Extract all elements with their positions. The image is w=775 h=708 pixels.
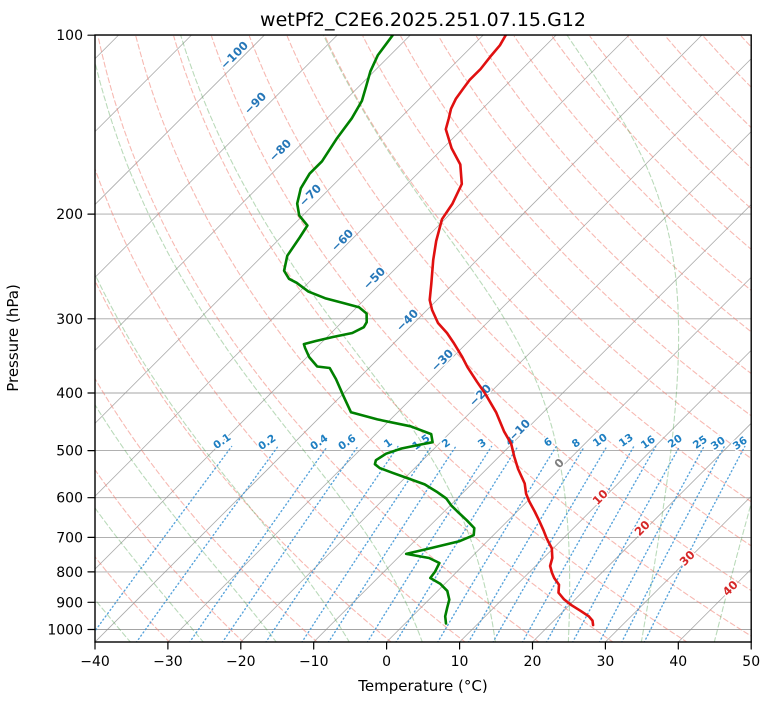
x-tick-label: −10	[299, 654, 329, 670]
moist-adiabats-layer	[95, 35, 752, 642]
y-tick-label: 500	[56, 444, 83, 460]
isotherm-label: −60	[328, 226, 356, 254]
y-tick-label: 300	[56, 312, 83, 328]
mixing-ratio-label: 25	[691, 433, 710, 451]
y-tick-label: 1000	[47, 623, 83, 639]
isotherm-label: 30	[677, 548, 698, 569]
mixing-ratio-label: 0.2	[256, 432, 278, 453]
pressure-gridlines	[95, 35, 752, 630]
x-tick-label: 20	[524, 654, 542, 670]
isotherm-label: −90	[241, 89, 269, 117]
y-tick-label: 900	[56, 595, 83, 611]
dewpoint-curve	[282, 35, 476, 625]
isotherm-label: 40	[720, 578, 741, 599]
isotherms-layer	[95, 35, 752, 642]
y-tick-label: 700	[56, 530, 83, 546]
mixing-ratio-label: 2	[440, 437, 453, 451]
y-axis-label: Pressure (hPa)	[4, 284, 22, 392]
temperature-curve	[428, 35, 595, 627]
plot-border	[94, 34, 752, 643]
x-tick-label: −40	[80, 654, 110, 670]
mixing-ratio-label: 36	[731, 434, 750, 452]
isotherm-label: −80	[266, 136, 294, 164]
x-tick-label: −30	[153, 654, 183, 670]
x-tick-label: 0	[382, 654, 391, 670]
dry-adiabats-layer	[95, 35, 752, 642]
y-tick-label: 600	[56, 491, 83, 507]
x-tick-label: 30	[596, 654, 614, 670]
isotherm-label: 10	[590, 487, 611, 508]
x-tick-label: −20	[226, 654, 256, 670]
chart-title: wetPf2_C2E6.2025.251.07.15.G12	[260, 9, 586, 31]
y-tick-label: 200	[56, 207, 83, 223]
x-tick-label: 50	[742, 654, 760, 670]
isotherm-label: −50	[360, 264, 388, 292]
isotherm-label: −100	[217, 38, 251, 72]
mixing-ratio-label: 8	[570, 437, 583, 451]
mixing-ratio-label: 6	[542, 436, 555, 450]
isotherm-label: 20	[632, 518, 653, 539]
x-tick-label: 40	[669, 654, 687, 670]
mixing-ratio-layer	[95, 445, 746, 642]
mixing-ratio-label: 16	[639, 433, 658, 451]
mixing-ratio-label: 10	[591, 431, 610, 449]
x-tick-label: 10	[451, 654, 469, 670]
x-axis-label: Temperature (°C)	[357, 677, 487, 695]
mixing-ratio-label: 1	[382, 437, 395, 451]
mixing-ratio-label: 3	[476, 437, 489, 451]
sounding-curves	[282, 35, 595, 627]
mixing-ratio-label: 0.6	[336, 432, 358, 453]
axes-frame: −40 −30 −20 −10 0 10 20 30 40 5010020030040050060…	[47, 28, 760, 670]
y-tick-label: 800	[56, 565, 83, 581]
mixing-ratio-label: 20	[666, 432, 685, 450]
mixing-ratio-label: 0.4	[308, 432, 330, 453]
isotherm-label: 0	[551, 455, 567, 471]
isotherm-label: −30	[428, 346, 456, 374]
plot-layers: −100−90−80−70−60−50−40−30−20−10010203040…	[47, 28, 760, 670]
y-tick-label: 100	[56, 28, 83, 44]
y-tick-label: 400	[56, 386, 83, 402]
